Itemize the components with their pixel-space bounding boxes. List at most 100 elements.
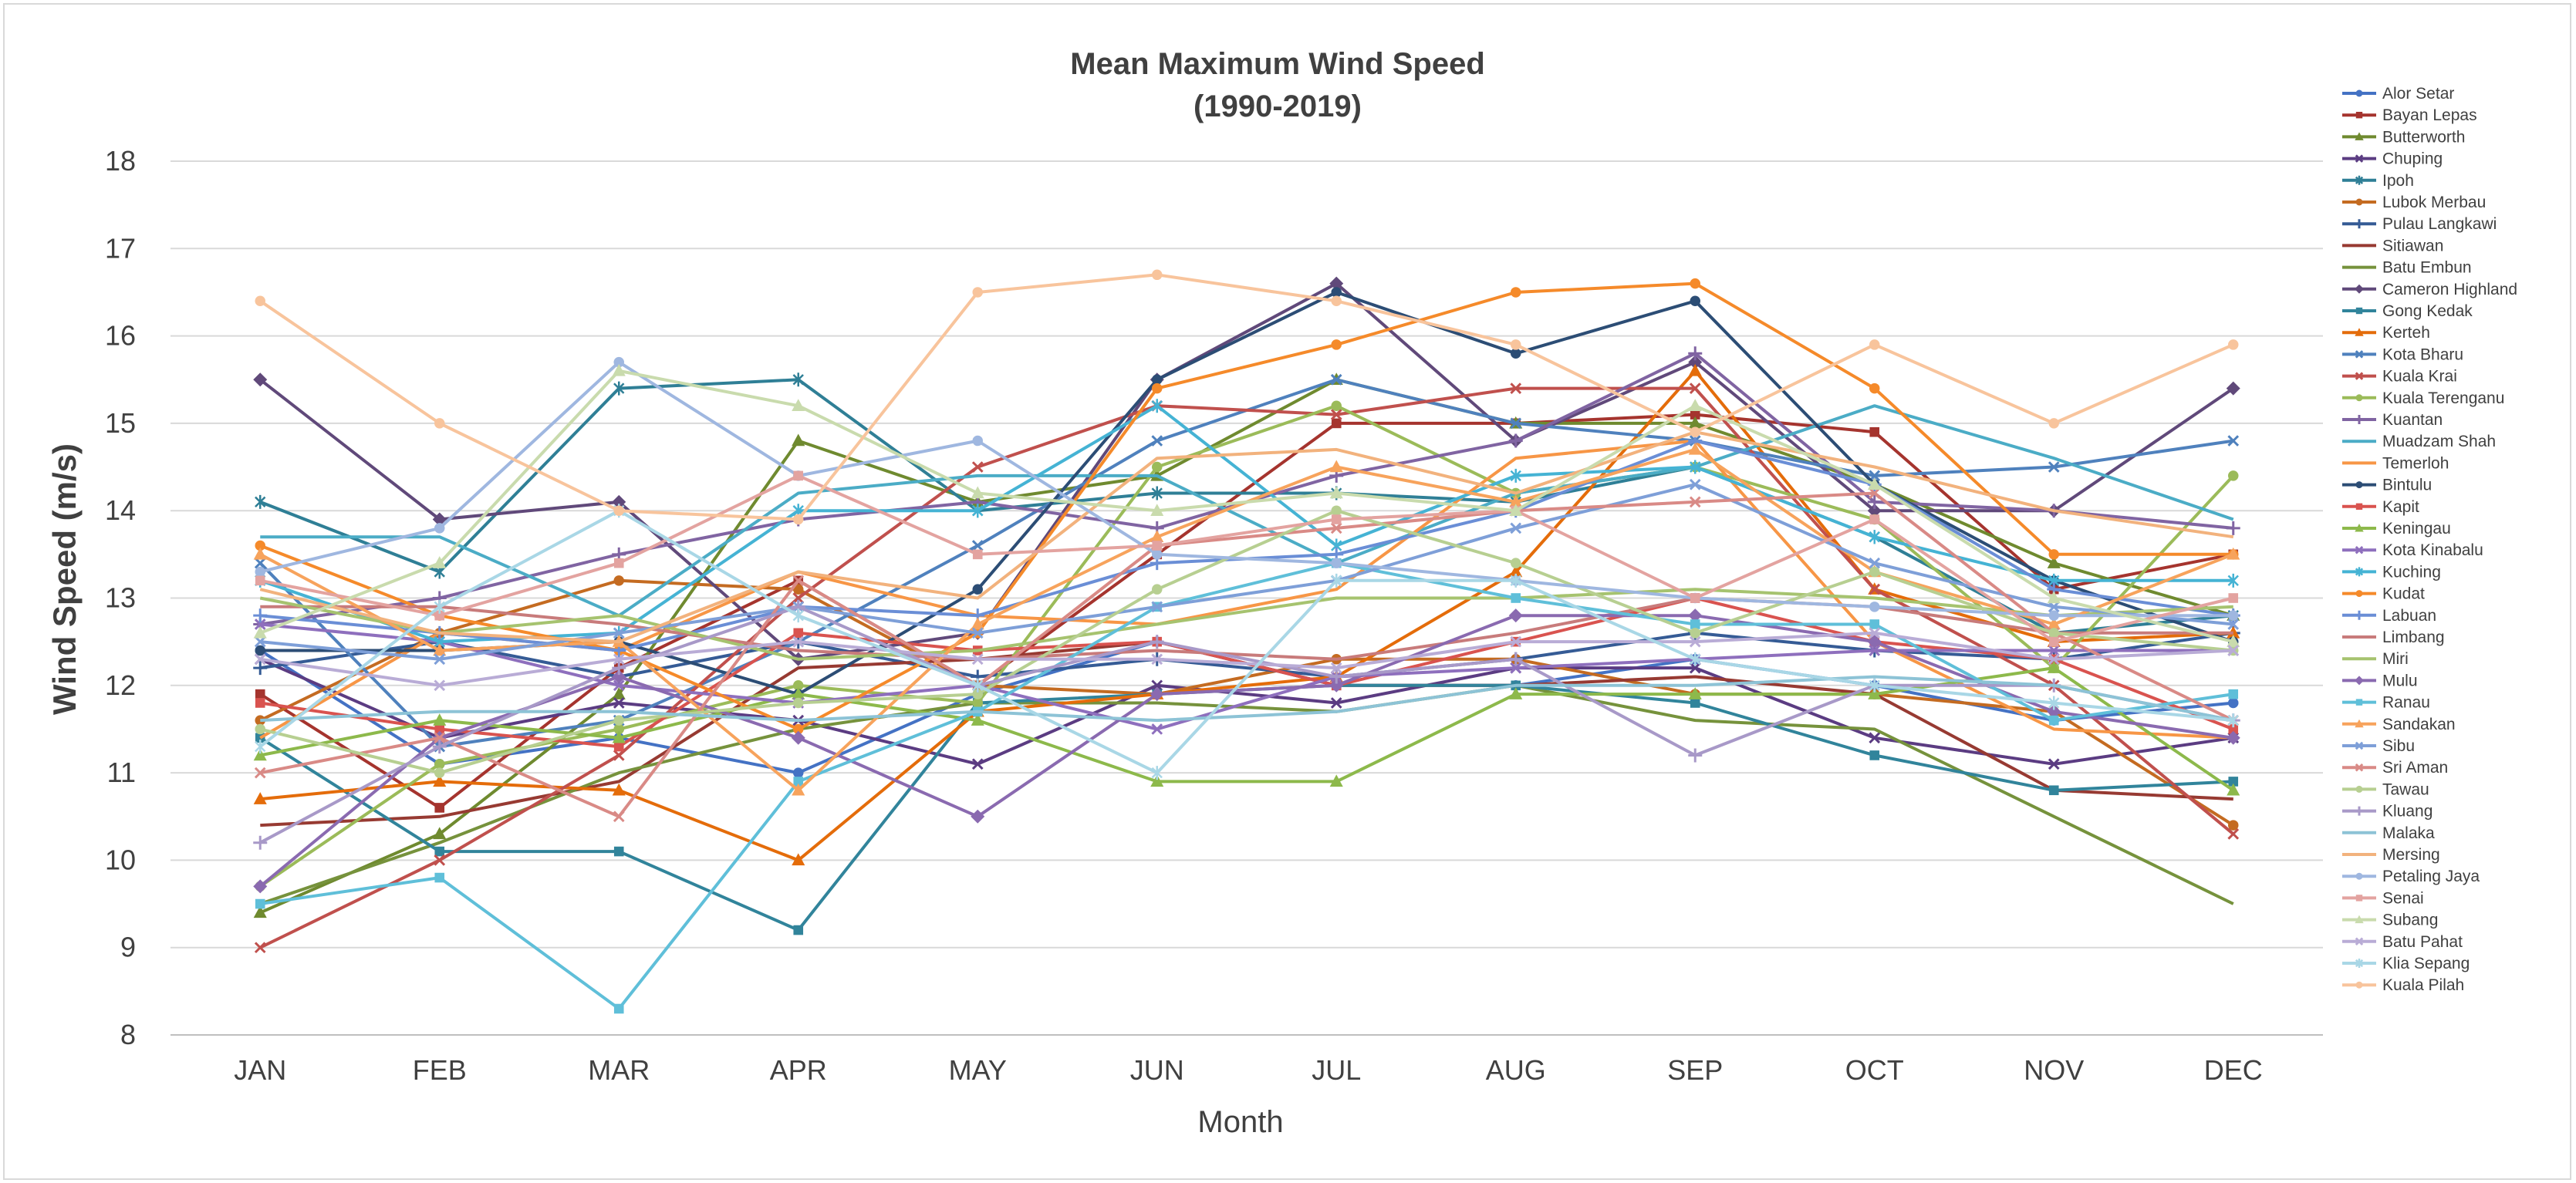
data-point-ranau [613, 1003, 624, 1014]
series-subang [253, 363, 2240, 647]
data-point-kuala-pilah [1331, 295, 1342, 307]
data-point-chuping [1330, 697, 1342, 709]
data-point-kapit [793, 628, 804, 639]
series-line-mersing [259, 430, 2234, 644]
legend-marker [2355, 89, 2363, 97]
data-point-ranau [255, 898, 265, 909]
legend-label: Temerloh [2382, 454, 2449, 472]
chart-frame: Mean Maximum Wind Speed (1990-2019) 8 9 10… [3, 3, 2571, 1180]
series-line-ranau [260, 561, 2234, 1010]
x-tick-label: JUL [1312, 1054, 1361, 1086]
series-line-cameron-highland [259, 281, 2234, 661]
legend-item-kuala-pilah: Kuala Pilah [2342, 976, 2464, 994]
data-point-ranau [1690, 619, 1700, 629]
data-point-sandakan [1329, 460, 1343, 473]
legend-marker [2355, 394, 2363, 402]
data-point-bayan-lepas [1869, 426, 1880, 437]
data-point-petaling-jaya [255, 566, 265, 578]
series-line-butterworth [259, 378, 2234, 915]
series-line-subang [259, 369, 2234, 644]
legend-item-kuantan: Kuantan [2342, 411, 2443, 429]
data-point-bayan-lepas [434, 803, 445, 813]
data-point-senai [793, 470, 804, 481]
legend-item-butterworth: Butterworth [2342, 128, 2465, 146]
data-point-subang [1150, 504, 1164, 516]
data-point-kerteh [253, 792, 267, 804]
data-point-kuantan [1508, 433, 1523, 448]
y-tick-label: 15 [105, 407, 136, 439]
data-point-kuching [1690, 460, 1701, 474]
data-point-kuala-pilah [434, 418, 445, 429]
legend-marker [2355, 307, 2363, 315]
data-point-gong-kedak [434, 846, 445, 857]
data-point-sri-aman [792, 575, 805, 587]
data-point-ipoh [792, 372, 804, 387]
data-point-kota-bharu [1330, 373, 1342, 386]
legend-label: Malaka [2382, 824, 2435, 842]
data-point-sibu [2048, 601, 2060, 613]
y-axis-label: Wind Speed (m/s) [46, 443, 83, 715]
data-point-kerteh [1688, 363, 1702, 376]
data-point-senai [1690, 593, 1700, 603]
data-point-sri-aman [1689, 496, 1701, 508]
data-point-tawau [972, 689, 983, 699]
data-point-butterworth [2047, 556, 2061, 568]
data-point-cameron-highland [1867, 504, 1882, 518]
data-point-klia-sepang [434, 599, 445, 614]
series-senai [255, 470, 2239, 647]
legend-label: Tawau [2382, 780, 2429, 798]
legend-item-pulau-langkawi: Pulau Langkawi [2342, 215, 2497, 233]
data-point-bintulu [972, 584, 983, 595]
data-point-mulu [1867, 635, 1882, 649]
data-point-keningau [1509, 687, 1523, 699]
legend-marker [2355, 503, 2363, 510]
data-point-kota-kinabalu [1510, 662, 1522, 674]
data-point-klia-sepang [792, 608, 804, 623]
legend-label: Mulu [2382, 672, 2418, 689]
data-point-ranau [2048, 715, 2059, 726]
data-point-batu-pahat [2048, 653, 2060, 666]
legend-item-bayan-lepas: Bayan Lepas [2342, 106, 2477, 124]
data-point-senai [255, 575, 265, 586]
legend-label: Kuala Krai [2382, 368, 2457, 386]
data-point-cameron-highland [612, 494, 626, 509]
data-point-subang [433, 556, 447, 568]
data-point-kudat [255, 540, 265, 551]
legend-label: Petaling Jaya [2382, 868, 2480, 885]
data-point-klia-sepang [1331, 573, 1342, 588]
legend-marker [2355, 590, 2363, 598]
data-point-kota-bharu [971, 540, 984, 551]
data-point-kota-bharu [254, 557, 266, 569]
data-point-sibu [2227, 618, 2240, 630]
chart-title: Mean Maximum Wind Speed [1070, 47, 1485, 81]
data-point-keningau [2227, 783, 2240, 796]
data-point-subang [2227, 635, 2240, 647]
legend-item-chuping: Chuping [2342, 150, 2443, 168]
legend-label: Bintulu [2382, 477, 2432, 494]
data-point-mulu [1688, 608, 1703, 623]
data-point-kuala-terenganu [2228, 470, 2239, 481]
legend-label: Mersing [2382, 846, 2440, 864]
data-point-kuching [1869, 530, 1880, 544]
data-point-tawau [1511, 558, 1521, 568]
legend-marker [2355, 284, 2364, 294]
legend-label: Senai [2382, 889, 2424, 907]
data-point-chuping [613, 697, 625, 709]
data-point-kudat [1511, 287, 1521, 298]
data-point-senai [434, 610, 445, 621]
legend-label: Chuping [2382, 150, 2443, 168]
legend-label: Sri Aman [2382, 759, 2448, 777]
data-point-sibu [613, 627, 625, 639]
data-point-kuala-terenganu [793, 680, 804, 691]
data-point-batu-pahat [254, 653, 266, 666]
legend-marker [2355, 112, 2363, 119]
legend-label: Kuantan [2382, 411, 2443, 429]
data-point-keningau [792, 687, 805, 699]
data-point-petaling-jaya [613, 356, 624, 368]
legend-item-sri-aman: Sri Aman [2342, 759, 2448, 777]
legend-item-kota-kinabalu: Kota Kinabalu [2342, 541, 2483, 559]
series-line-sri-aman [259, 491, 2234, 818]
legend-label: Ipoh [2382, 172, 2414, 190]
data-point-kluang [1508, 652, 1523, 666]
data-point-subang [2047, 591, 2061, 604]
